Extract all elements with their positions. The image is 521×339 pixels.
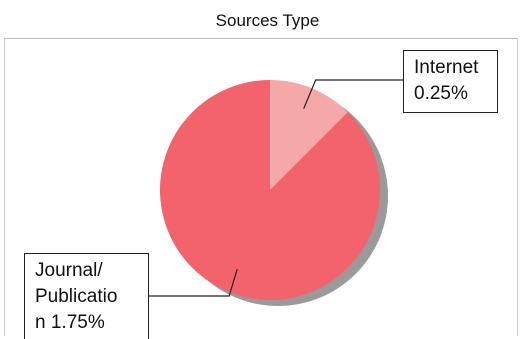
slice-label-internet-name: Internet: [414, 57, 479, 78]
chart-title: Sources Type: [215, 11, 320, 30]
plot-area-frame: [4, 38, 518, 336]
slice-label-journal: Journal/ Publicatio n 1.75%: [24, 253, 149, 339]
slice-label-internet-value: 0.25%: [414, 83, 468, 104]
pie-slice-journal: [160, 80, 381, 300]
slice-label-journal-name: Journal/ Publicatio n: [35, 260, 118, 333]
leader-line-internet: [303, 79, 403, 109]
pie-slice-internet: [270, 80, 348, 190]
slice-label-internet: Internet 0.25%: [403, 50, 498, 113]
slice-label-journal-value: 1.75%: [50, 312, 105, 333]
leader-line-journal: [149, 269, 238, 297]
